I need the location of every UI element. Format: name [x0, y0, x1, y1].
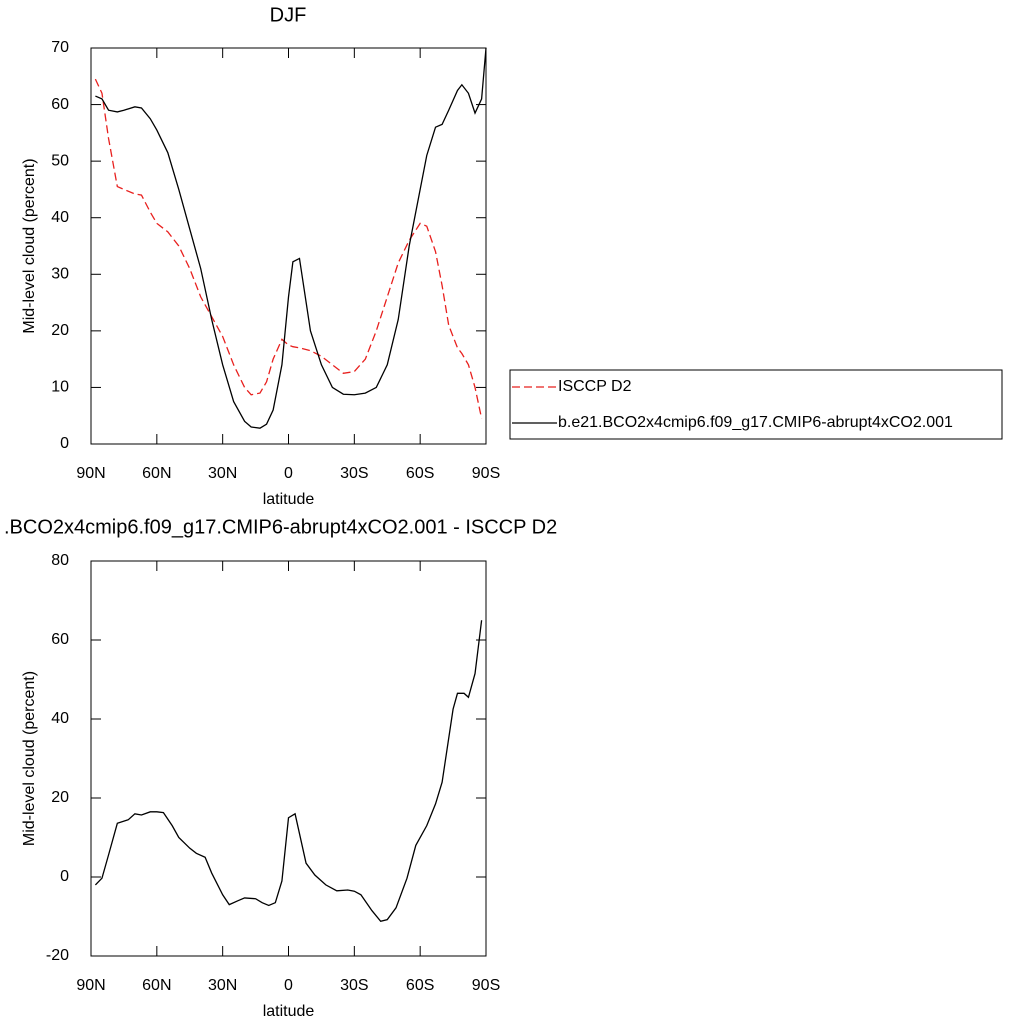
- x-tick-label: 60S: [406, 465, 434, 482]
- data-line: [94, 620, 483, 922]
- x-tick-label: 90N: [76, 977, 105, 994]
- x-tick-label: 60S: [406, 977, 434, 994]
- y-tick-label: 10: [51, 379, 69, 396]
- y-tick-label: -20: [46, 947, 69, 964]
- x-tick-label: 90N: [76, 465, 105, 482]
- x-tick-label: 0: [284, 977, 293, 994]
- x-tick-label: 30S: [340, 977, 368, 994]
- x-tick-label: 90S: [472, 977, 500, 994]
- legend-label: b.e21.BCO2x4cmip6.f09_g17.CMIP6-abrupt4x…: [558, 414, 953, 431]
- y-tick-label: 70: [51, 39, 69, 56]
- x-axis-label: latitude: [263, 1003, 315, 1020]
- x-tick-label: 30S: [340, 465, 368, 482]
- y-tick-label: 50: [51, 152, 69, 169]
- y-tick-label: 0: [60, 435, 69, 452]
- legend-box: [509, 369, 1003, 440]
- plot-frame: [90, 47, 487, 445]
- y-tick-label: 20: [51, 322, 69, 339]
- x-tick-label: 60N: [142, 977, 171, 994]
- y-tick-label: 60: [51, 631, 69, 648]
- y-tick-label: 20: [51, 789, 69, 806]
- x-tick-label: 60N: [142, 465, 171, 482]
- x-axis-label: latitude: [263, 491, 315, 508]
- x-tick-label: 30N: [208, 977, 237, 994]
- legend: ISCCP D2 b.e21.BCO2x4cmip6.f09_g17.CMIP6-…: [509, 369, 1003, 440]
- x-tick-label: 90S: [472, 465, 500, 482]
- plot-frame: [90, 560, 487, 957]
- x-tick-label: 0: [284, 465, 293, 482]
- chart-title: DJF: [270, 4, 307, 26]
- y-tick-label: 60: [51, 96, 69, 113]
- legend-label: ISCCP D2: [558, 378, 632, 395]
- data-line: [94, 78, 483, 419]
- data-line: [95, 47, 487, 429]
- chart-title: .BCO2x4cmip6.f09_g17.CMIP6-abrupt4xCO2.0…: [4, 516, 557, 538]
- y-axis-label: Mid-level cloud (percent): [21, 671, 38, 846]
- y-tick-label: 80: [51, 552, 69, 569]
- y-axis-label: Mid-level cloud (percent): [21, 158, 38, 333]
- y-tick-label: 0: [60, 868, 69, 885]
- y-tick-label: 40: [51, 710, 69, 727]
- y-tick-label: 30: [51, 266, 69, 283]
- x-tick-label: 30N: [208, 465, 237, 482]
- y-tick-label: 40: [51, 209, 69, 226]
